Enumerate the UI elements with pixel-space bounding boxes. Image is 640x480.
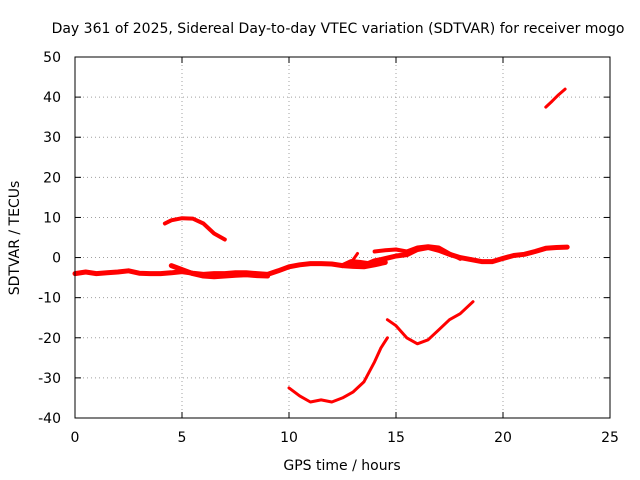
x-tick-label: 25 bbox=[601, 430, 619, 446]
chart-title: Day 361 of 2025, Sidereal Day-to-day VTE… bbox=[52, 21, 625, 37]
series-segment-3 bbox=[162, 216, 227, 242]
grid-lines bbox=[75, 57, 610, 418]
x-tick-label: 20 bbox=[494, 430, 512, 446]
y-tick-label: -30 bbox=[38, 371, 61, 387]
y-tick-label: 40 bbox=[43, 90, 61, 106]
x-tick-label: 10 bbox=[280, 430, 298, 446]
x-tick-labels: 0 5 10 15 20 25 bbox=[71, 430, 619, 446]
series-segment-8 bbox=[385, 300, 475, 346]
y-tick-label: 30 bbox=[43, 130, 61, 146]
y-tick-label: -20 bbox=[38, 331, 61, 347]
series-segment-5 bbox=[347, 252, 359, 268]
y-tick-label: 0 bbox=[52, 251, 61, 267]
y-tick-label: -40 bbox=[38, 411, 61, 427]
y-axis-title: SDTVAR / TECUs bbox=[7, 181, 23, 296]
series-segment-7 bbox=[287, 336, 389, 404]
x-tick-label: 15 bbox=[387, 430, 405, 446]
y-tick-label: 50 bbox=[43, 50, 61, 66]
x-tick-label: 5 bbox=[178, 430, 187, 446]
y-tick-label: 20 bbox=[43, 170, 61, 186]
series-sdtvar bbox=[72, 87, 570, 404]
plot-frame bbox=[74, 56, 611, 419]
series-segment-2 bbox=[168, 263, 271, 280]
series-segment-9 bbox=[544, 87, 567, 109]
x-axis-title: GPS time / hours bbox=[283, 458, 400, 474]
series-segment-6 bbox=[372, 244, 463, 261]
x-tick-label: 0 bbox=[71, 430, 80, 446]
y-tick-label: 10 bbox=[43, 210, 61, 226]
y-tick-label: -10 bbox=[38, 291, 61, 307]
y-tick-labels: -40 -30 -20 -10 0 10 20 30 40 50 bbox=[38, 50, 61, 427]
